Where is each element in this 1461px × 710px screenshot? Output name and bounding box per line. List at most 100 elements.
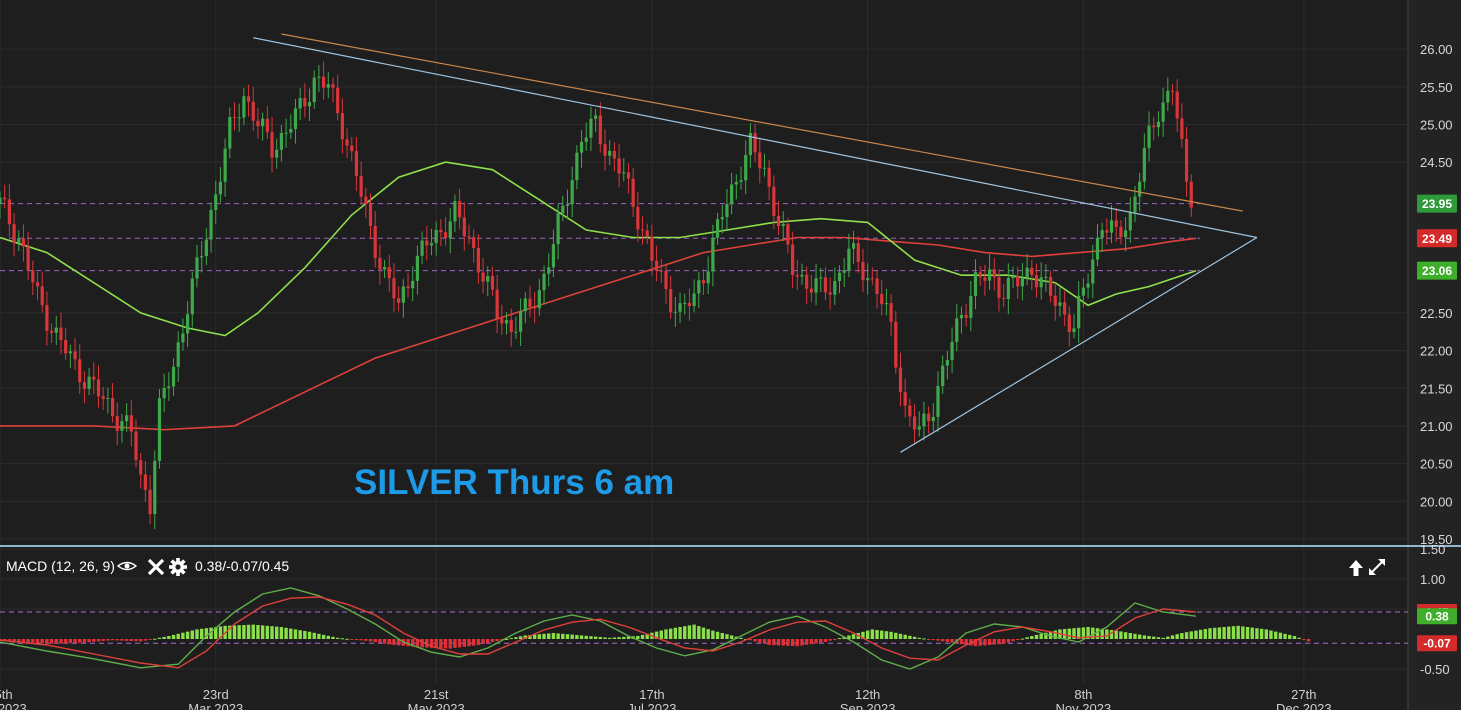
candle-body — [354, 151, 359, 177]
candle-body — [542, 273, 546, 291]
macd-histogram-bar — [1011, 639, 1015, 642]
time-tick-day: 21st — [424, 687, 449, 702]
macd-histogram-bar — [49, 639, 54, 644]
macd-tick-label: 1.00 — [1420, 572, 1445, 587]
candle-body — [622, 172, 626, 174]
eye-icon[interactable] — [116, 561, 138, 571]
candle-body — [26, 246, 30, 271]
arrow-up-icon[interactable] — [1349, 560, 1363, 576]
macd-histogram-bar — [922, 638, 926, 640]
time-tick-day: 17th — [639, 687, 664, 702]
candle-body — [1109, 220, 1114, 233]
candle-body — [279, 133, 283, 150]
macd-histogram-bar — [795, 639, 799, 647]
macd-histogram-bar — [579, 635, 584, 639]
candle-body — [547, 267, 551, 274]
candle-body — [1114, 220, 1118, 227]
gear-icon[interactable] — [169, 558, 187, 576]
candle-body — [490, 276, 495, 290]
candle-body — [969, 295, 973, 318]
macd-histogram-bar — [462, 639, 467, 647]
macd-histogram-bar — [917, 637, 921, 639]
macd-histogram-bar — [1034, 634, 1039, 639]
candle-body — [1100, 230, 1104, 238]
price-tick-label: 21.00 — [1420, 419, 1453, 434]
macd-histogram-bar — [1053, 630, 1057, 639]
candle-body — [261, 118, 265, 127]
candle-body — [805, 274, 809, 289]
macd-histogram-bar — [1241, 626, 1245, 639]
candle-body — [0, 197, 2, 204]
time-tick-day: 12th — [855, 687, 880, 702]
time-tick-day: 23rd — [203, 687, 229, 702]
expand-icon[interactable] — [1369, 559, 1385, 575]
candle-body — [443, 232, 448, 239]
macd-histogram-bar — [157, 637, 162, 639]
macd-histogram-bar — [617, 637, 621, 639]
candle-body — [40, 286, 44, 306]
price-badge-label: 23.95 — [1422, 197, 1452, 211]
macd-histogram-bar — [78, 639, 82, 643]
time-tick-month: Nov 2023 — [1056, 701, 1112, 710]
candle-body — [429, 243, 434, 246]
macd-histogram-bar — [964, 639, 968, 645]
candle-body — [880, 294, 884, 305]
candle-body — [387, 267, 391, 279]
macd-histogram-bar — [73, 639, 77, 643]
candle-body — [1077, 295, 1081, 329]
macd-histogram-bar — [387, 639, 391, 645]
candle-body — [298, 98, 302, 109]
macd-histogram-bar — [82, 639, 87, 643]
macd-histogram-bar — [260, 625, 265, 639]
macd-histogram-bar — [851, 634, 856, 639]
macd-histogram-bar — [256, 625, 260, 639]
candle-body — [1147, 125, 1151, 148]
macd-histogram-bar — [880, 630, 884, 639]
macd-histogram-bar — [819, 639, 823, 643]
macd-histogram-bar — [448, 639, 452, 649]
candle-body — [68, 351, 72, 354]
macd-histogram-bar — [1245, 627, 1250, 639]
macd-histogram-bar — [270, 626, 274, 639]
candle-body — [992, 269, 996, 278]
candle-body — [125, 415, 129, 422]
close-icon[interactable] — [147, 558, 165, 576]
candle-body — [851, 243, 856, 249]
macd-histogram-bar — [992, 639, 996, 645]
candle-body — [495, 289, 499, 319]
macd-histogram-bar — [814, 639, 818, 644]
macd-histogram-bar — [706, 629, 710, 639]
macd-histogram-bar — [1062, 629, 1067, 639]
candle-body — [129, 415, 133, 432]
candle-body — [697, 280, 701, 294]
price-tick-label: 26.00 — [1420, 42, 1453, 57]
candle-body — [950, 341, 954, 361]
macd-histogram-bar — [692, 624, 696, 639]
candle-body — [49, 330, 54, 333]
candle-body — [861, 261, 865, 281]
macd-histogram-bar — [790, 639, 795, 646]
candle-body — [481, 272, 485, 282]
candle-body — [617, 158, 621, 174]
macd-histogram-bar — [532, 634, 537, 639]
candle-body — [589, 118, 593, 138]
macd-histogram-bar — [1297, 637, 1301, 639]
price-tick-label: 19.50 — [1420, 532, 1453, 547]
macd-histogram-bar — [959, 639, 964, 645]
candle-body — [31, 270, 35, 283]
macd-histogram-bar — [987, 639, 992, 645]
candle-body — [78, 359, 82, 383]
candle-body — [54, 327, 58, 333]
candle-body — [322, 76, 326, 88]
candle-body — [655, 260, 659, 271]
candle-body — [973, 272, 978, 296]
macd-histogram-bar — [232, 625, 237, 639]
macd-histogram-bar — [1114, 630, 1118, 639]
macd-histogram-bar — [345, 638, 349, 640]
macd-histogram-bar — [776, 639, 781, 646]
macd-histogram-bar — [837, 638, 842, 640]
macd-histogram-bar — [359, 639, 363, 641]
candle-body — [289, 128, 293, 133]
macd-histogram-bar — [908, 635, 912, 639]
